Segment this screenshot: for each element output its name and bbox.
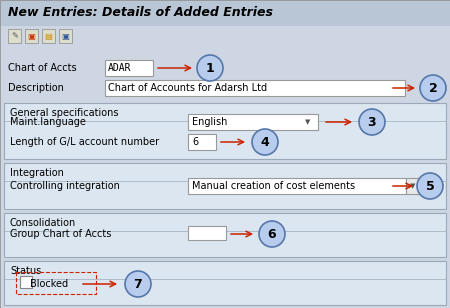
Text: Manual creation of cost elements: Manual creation of cost elements	[192, 181, 355, 191]
Text: Consolidation: Consolidation	[10, 218, 76, 228]
Text: English: English	[192, 117, 227, 127]
Bar	[0, 0, 450, 26]
Bar	[0, 26, 450, 48]
Text: Chart of Accts: Chart of Accts	[8, 63, 76, 73]
Text: Chart of Accounts for Adarsh Ltd: Chart of Accounts for Adarsh Ltd	[108, 83, 267, 93]
Text: Controlling integration: Controlling integration	[10, 181, 120, 191]
Text: ADAR: ADAR	[108, 63, 131, 73]
Circle shape	[125, 271, 151, 297]
Text: ▼: ▼	[410, 183, 416, 189]
Bar	[25, 29, 38, 43]
Text: Integration: Integration	[10, 168, 64, 178]
Bar	[8, 29, 21, 43]
Circle shape	[417, 173, 443, 199]
Text: ▣: ▣	[62, 31, 69, 40]
Bar	[188, 134, 216, 150]
Text: Status: Status	[10, 266, 41, 276]
Text: ▣: ▣	[27, 31, 36, 40]
Circle shape	[420, 75, 446, 101]
Bar	[42, 29, 55, 43]
Text: 3: 3	[368, 116, 376, 128]
Circle shape	[252, 129, 278, 155]
Bar	[188, 226, 226, 240]
Text: Blocked: Blocked	[30, 279, 68, 289]
Bar	[4, 163, 446, 209]
Bar	[406, 178, 420, 194]
Bar	[20, 276, 32, 288]
Circle shape	[259, 221, 285, 247]
Text: Description: Description	[8, 83, 64, 93]
Bar	[105, 60, 153, 76]
Text: 1: 1	[206, 62, 214, 75]
Bar	[4, 103, 446, 159]
Circle shape	[197, 55, 223, 81]
Text: 7: 7	[134, 278, 142, 290]
Text: Length of G/L account number: Length of G/L account number	[10, 137, 159, 147]
Bar	[59, 29, 72, 43]
Bar	[0, 48, 450, 308]
Bar	[188, 114, 318, 130]
Bar	[4, 213, 446, 257]
Text: 6: 6	[192, 137, 198, 147]
Text: Maint.language: Maint.language	[10, 117, 86, 127]
Text: ✎: ✎	[11, 31, 18, 40]
Bar	[4, 261, 446, 305]
Bar	[105, 80, 405, 96]
Text: 5: 5	[426, 180, 434, 192]
Text: 4: 4	[261, 136, 270, 148]
Text: 2: 2	[428, 82, 437, 95]
Text: ▤: ▤	[45, 31, 53, 40]
Circle shape	[359, 109, 385, 135]
Bar	[188, 178, 406, 194]
Text: ▼: ▼	[305, 119, 310, 125]
Text: New Entries: Details of Added Entries: New Entries: Details of Added Entries	[8, 6, 273, 19]
Text: Group Chart of Accts: Group Chart of Accts	[10, 229, 112, 239]
Bar	[16, 272, 96, 294]
Text: 6: 6	[268, 228, 276, 241]
Text: General specifications: General specifications	[10, 108, 118, 118]
